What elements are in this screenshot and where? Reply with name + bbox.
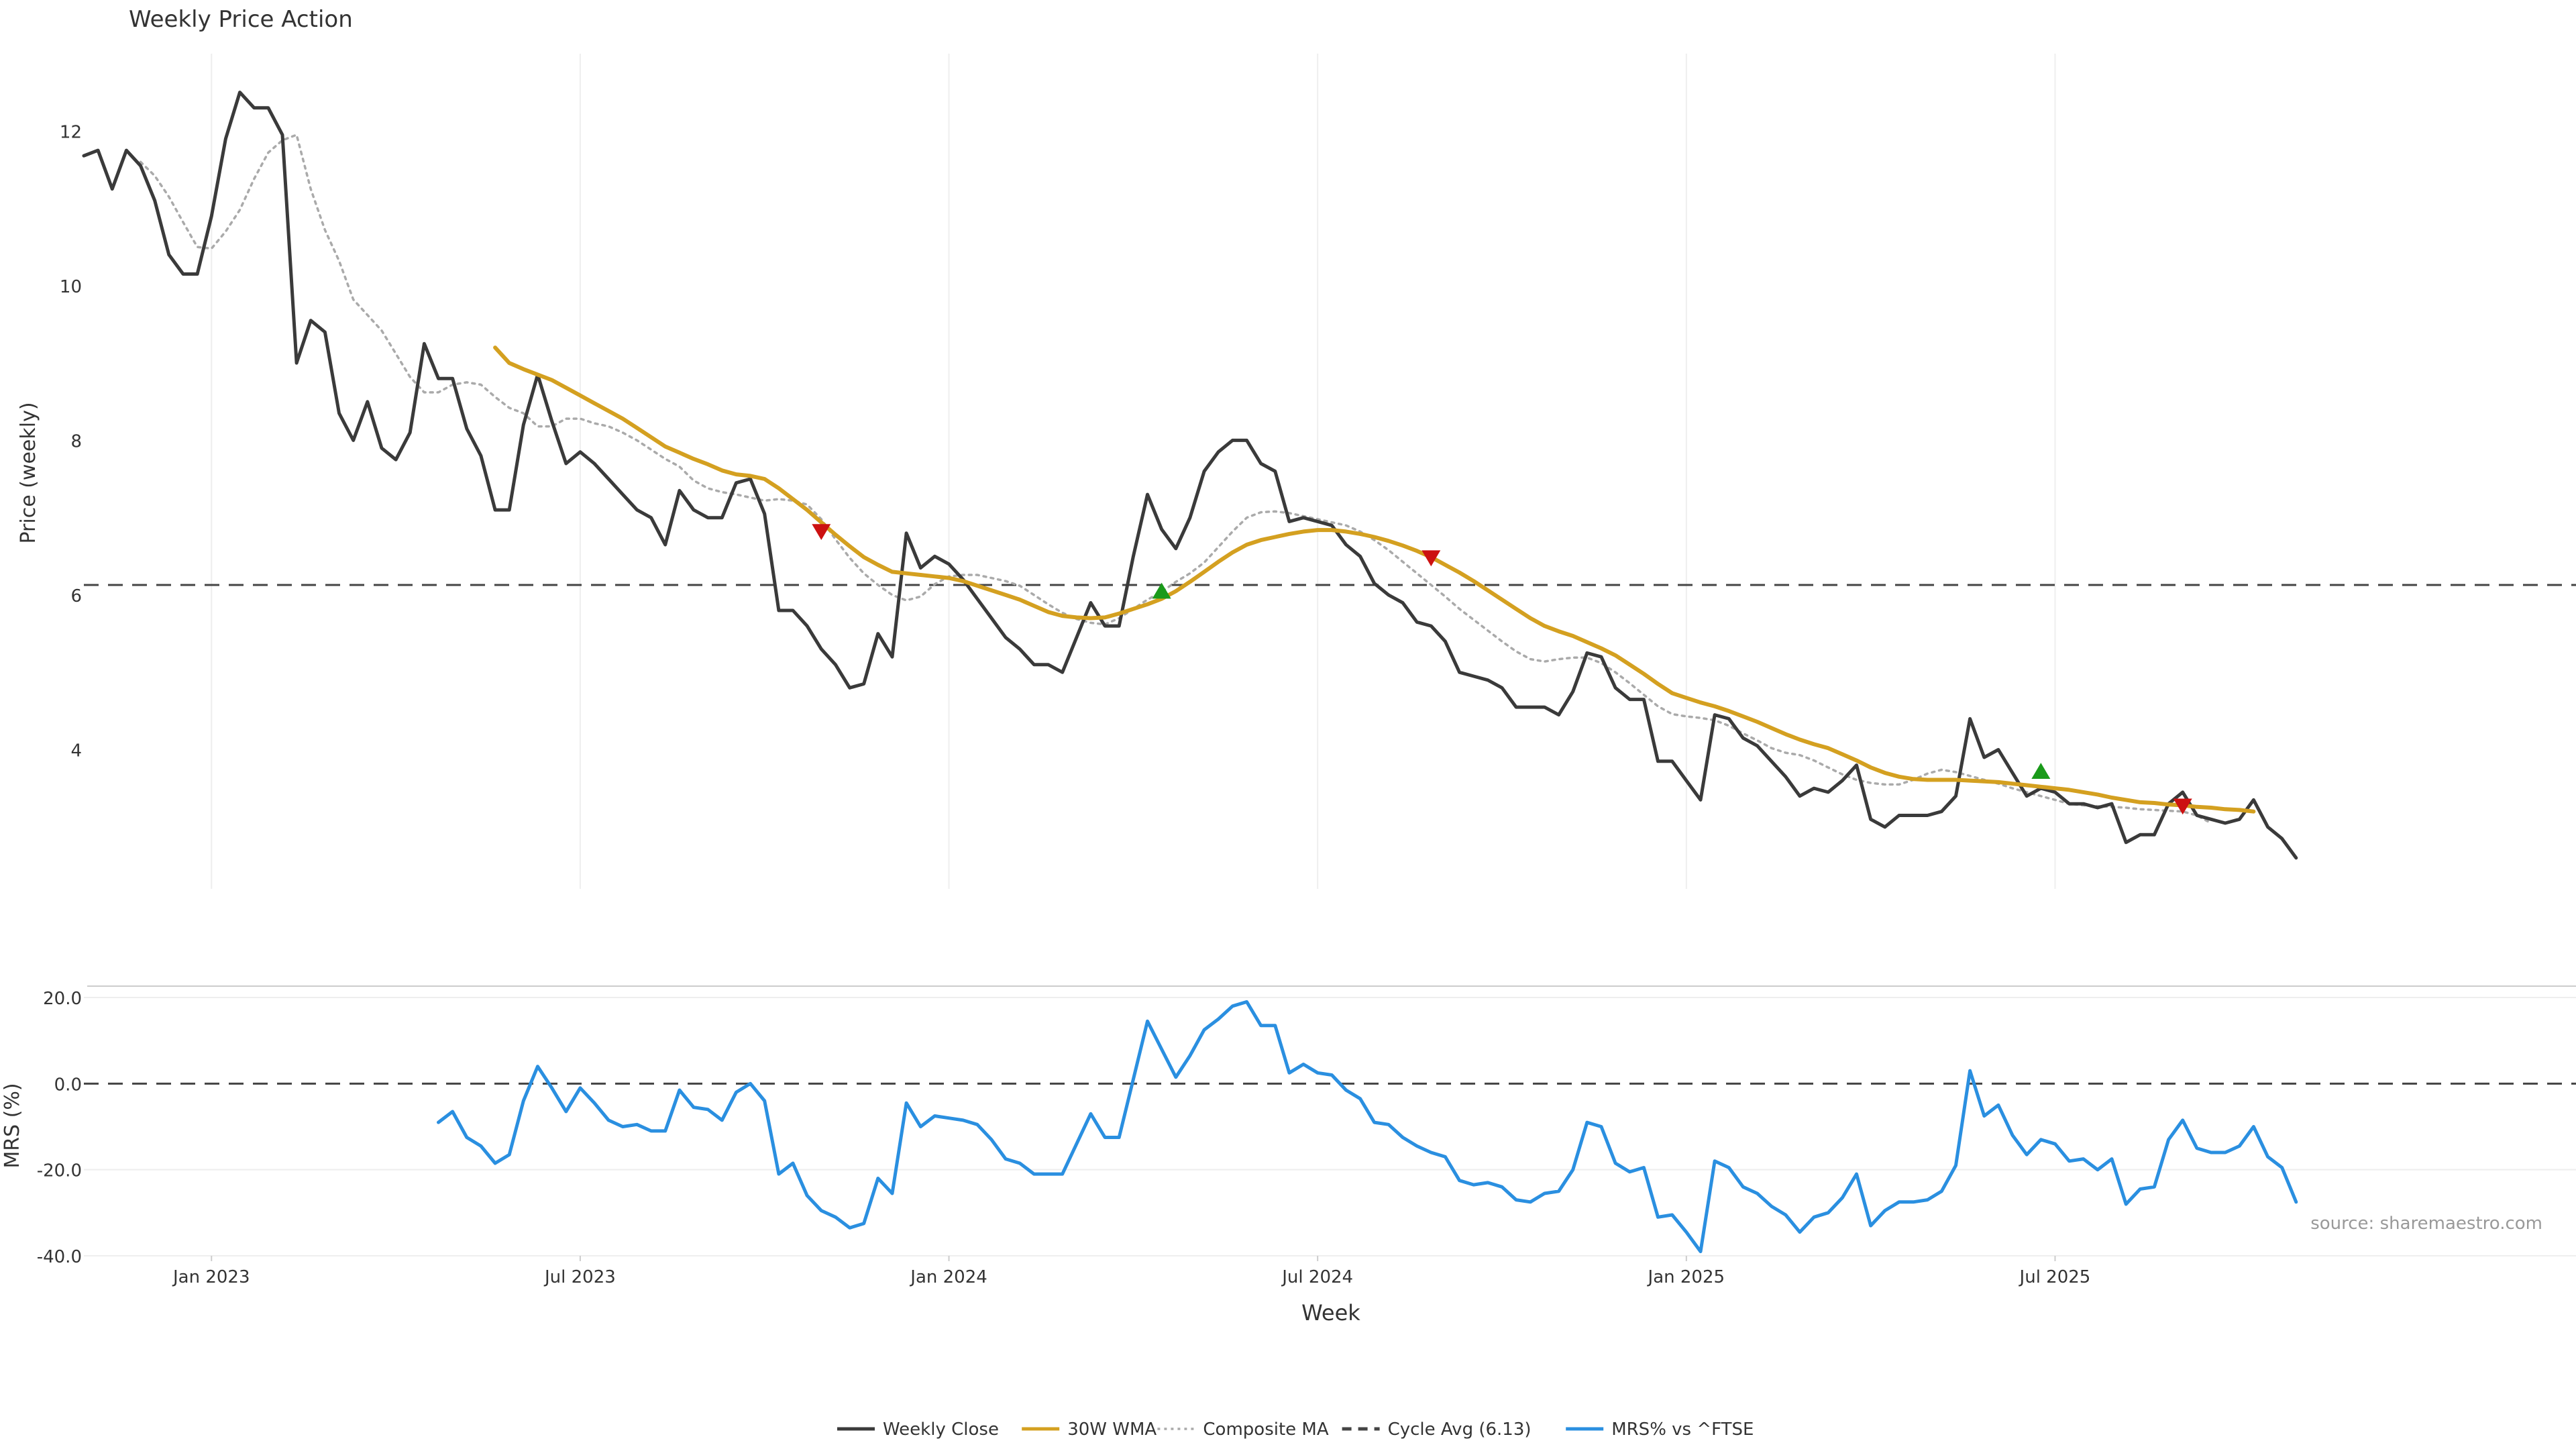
- x-tick-label: Jan 2023: [172, 1267, 250, 1287]
- price-x-gridlines: [211, 54, 2056, 889]
- price-y-tick-label: 12: [60, 122, 82, 142]
- price-y-tick-label: 6: [70, 586, 82, 606]
- chart-legend: Weekly Close 30W WMA Composite MA Cycle Avg…: [837, 1419, 1754, 1440]
- legend-item: MRS% vs ^FTSE: [1566, 1419, 1754, 1440]
- legend-label: Cycle Avg (6.13): [1388, 1419, 1532, 1440]
- buy-signal-marker: [2031, 763, 2051, 779]
- mrs-y-tick-label: 20.0: [43, 989, 82, 1009]
- price-chart-title: Weekly Price Action: [129, 6, 353, 33]
- price-y-tick-labels: 4 6 8 10 12: [60, 122, 82, 761]
- legend-item: Weekly Close: [837, 1419, 999, 1440]
- sell-signal-marker: [2173, 798, 2192, 815]
- mrs-series: [84, 1000, 2576, 1254]
- x-tick-label: Jul 2025: [2019, 1267, 2091, 1287]
- legend-label: Composite MA: [1203, 1419, 1328, 1440]
- x-tick-label: Jul 2023: [543, 1267, 616, 1287]
- mrs-line: [437, 1000, 2298, 1254]
- mrs-y-tick-label: 0.0: [54, 1075, 82, 1095]
- mrs-y-tick-labels: -40.0 -20.0 0.0 20.0: [37, 989, 82, 1267]
- x-tick-label: Jul 2024: [1281, 1267, 1353, 1287]
- x-tick-label: Jan 2025: [1647, 1267, 1725, 1287]
- source-note: source: sharemaestro.com: [2310, 1214, 2542, 1234]
- composite-ma-line: [139, 133, 2212, 824]
- mrs-panel: -40.0-20.00.020.0 Jan 2023 Jul 2023 Jan 20…: [1, 985, 2576, 1326]
- buy-signal-marker: [1152, 582, 1171, 599]
- signal-markers: [812, 524, 2192, 815]
- price-y-tick-label: 8: [70, 431, 82, 451]
- legend-item: Cycle Avg (6.13): [1342, 1419, 1532, 1440]
- price-y-tick-label: 4: [70, 741, 82, 761]
- sell-signal-marker: [1421, 550, 1441, 567]
- price-series: [82, 91, 2576, 860]
- sell-signal-marker: [812, 524, 831, 541]
- price-y-axis-label: Price (weekly): [17, 402, 40, 543]
- legend-item: 30W WMA: [1022, 1419, 1157, 1440]
- price-panel: 4 6 8 10 12 Weekly Price Action Price (weekl…: [17, 6, 2576, 889]
- legend-label: Weekly Close: [883, 1419, 999, 1440]
- weekly-close-line: [82, 91, 2298, 860]
- wma-30w-line: [493, 345, 2256, 814]
- mrs-y-tick-label: -20.0: [37, 1161, 82, 1181]
- mrs-y-tick-label: -40.0: [37, 1247, 82, 1267]
- x-tick-labels: Jan 2023 Jul 2023 Jan 2024 Jul 2024 Jan 2025…: [172, 1256, 2090, 1287]
- x-axis-label: Week: [1301, 1300, 1360, 1326]
- mrs-y-axis-label: MRS (%): [1, 1083, 24, 1168]
- legend-item: Composite MA: [1157, 1419, 1329, 1440]
- legend-label: MRS% vs ^FTSE: [1611, 1419, 1754, 1440]
- legend-label: 30W WMA: [1067, 1419, 1157, 1440]
- x-tick-label: Jan 2024: [909, 1267, 987, 1287]
- price-y-tick-label: 10: [60, 277, 82, 297]
